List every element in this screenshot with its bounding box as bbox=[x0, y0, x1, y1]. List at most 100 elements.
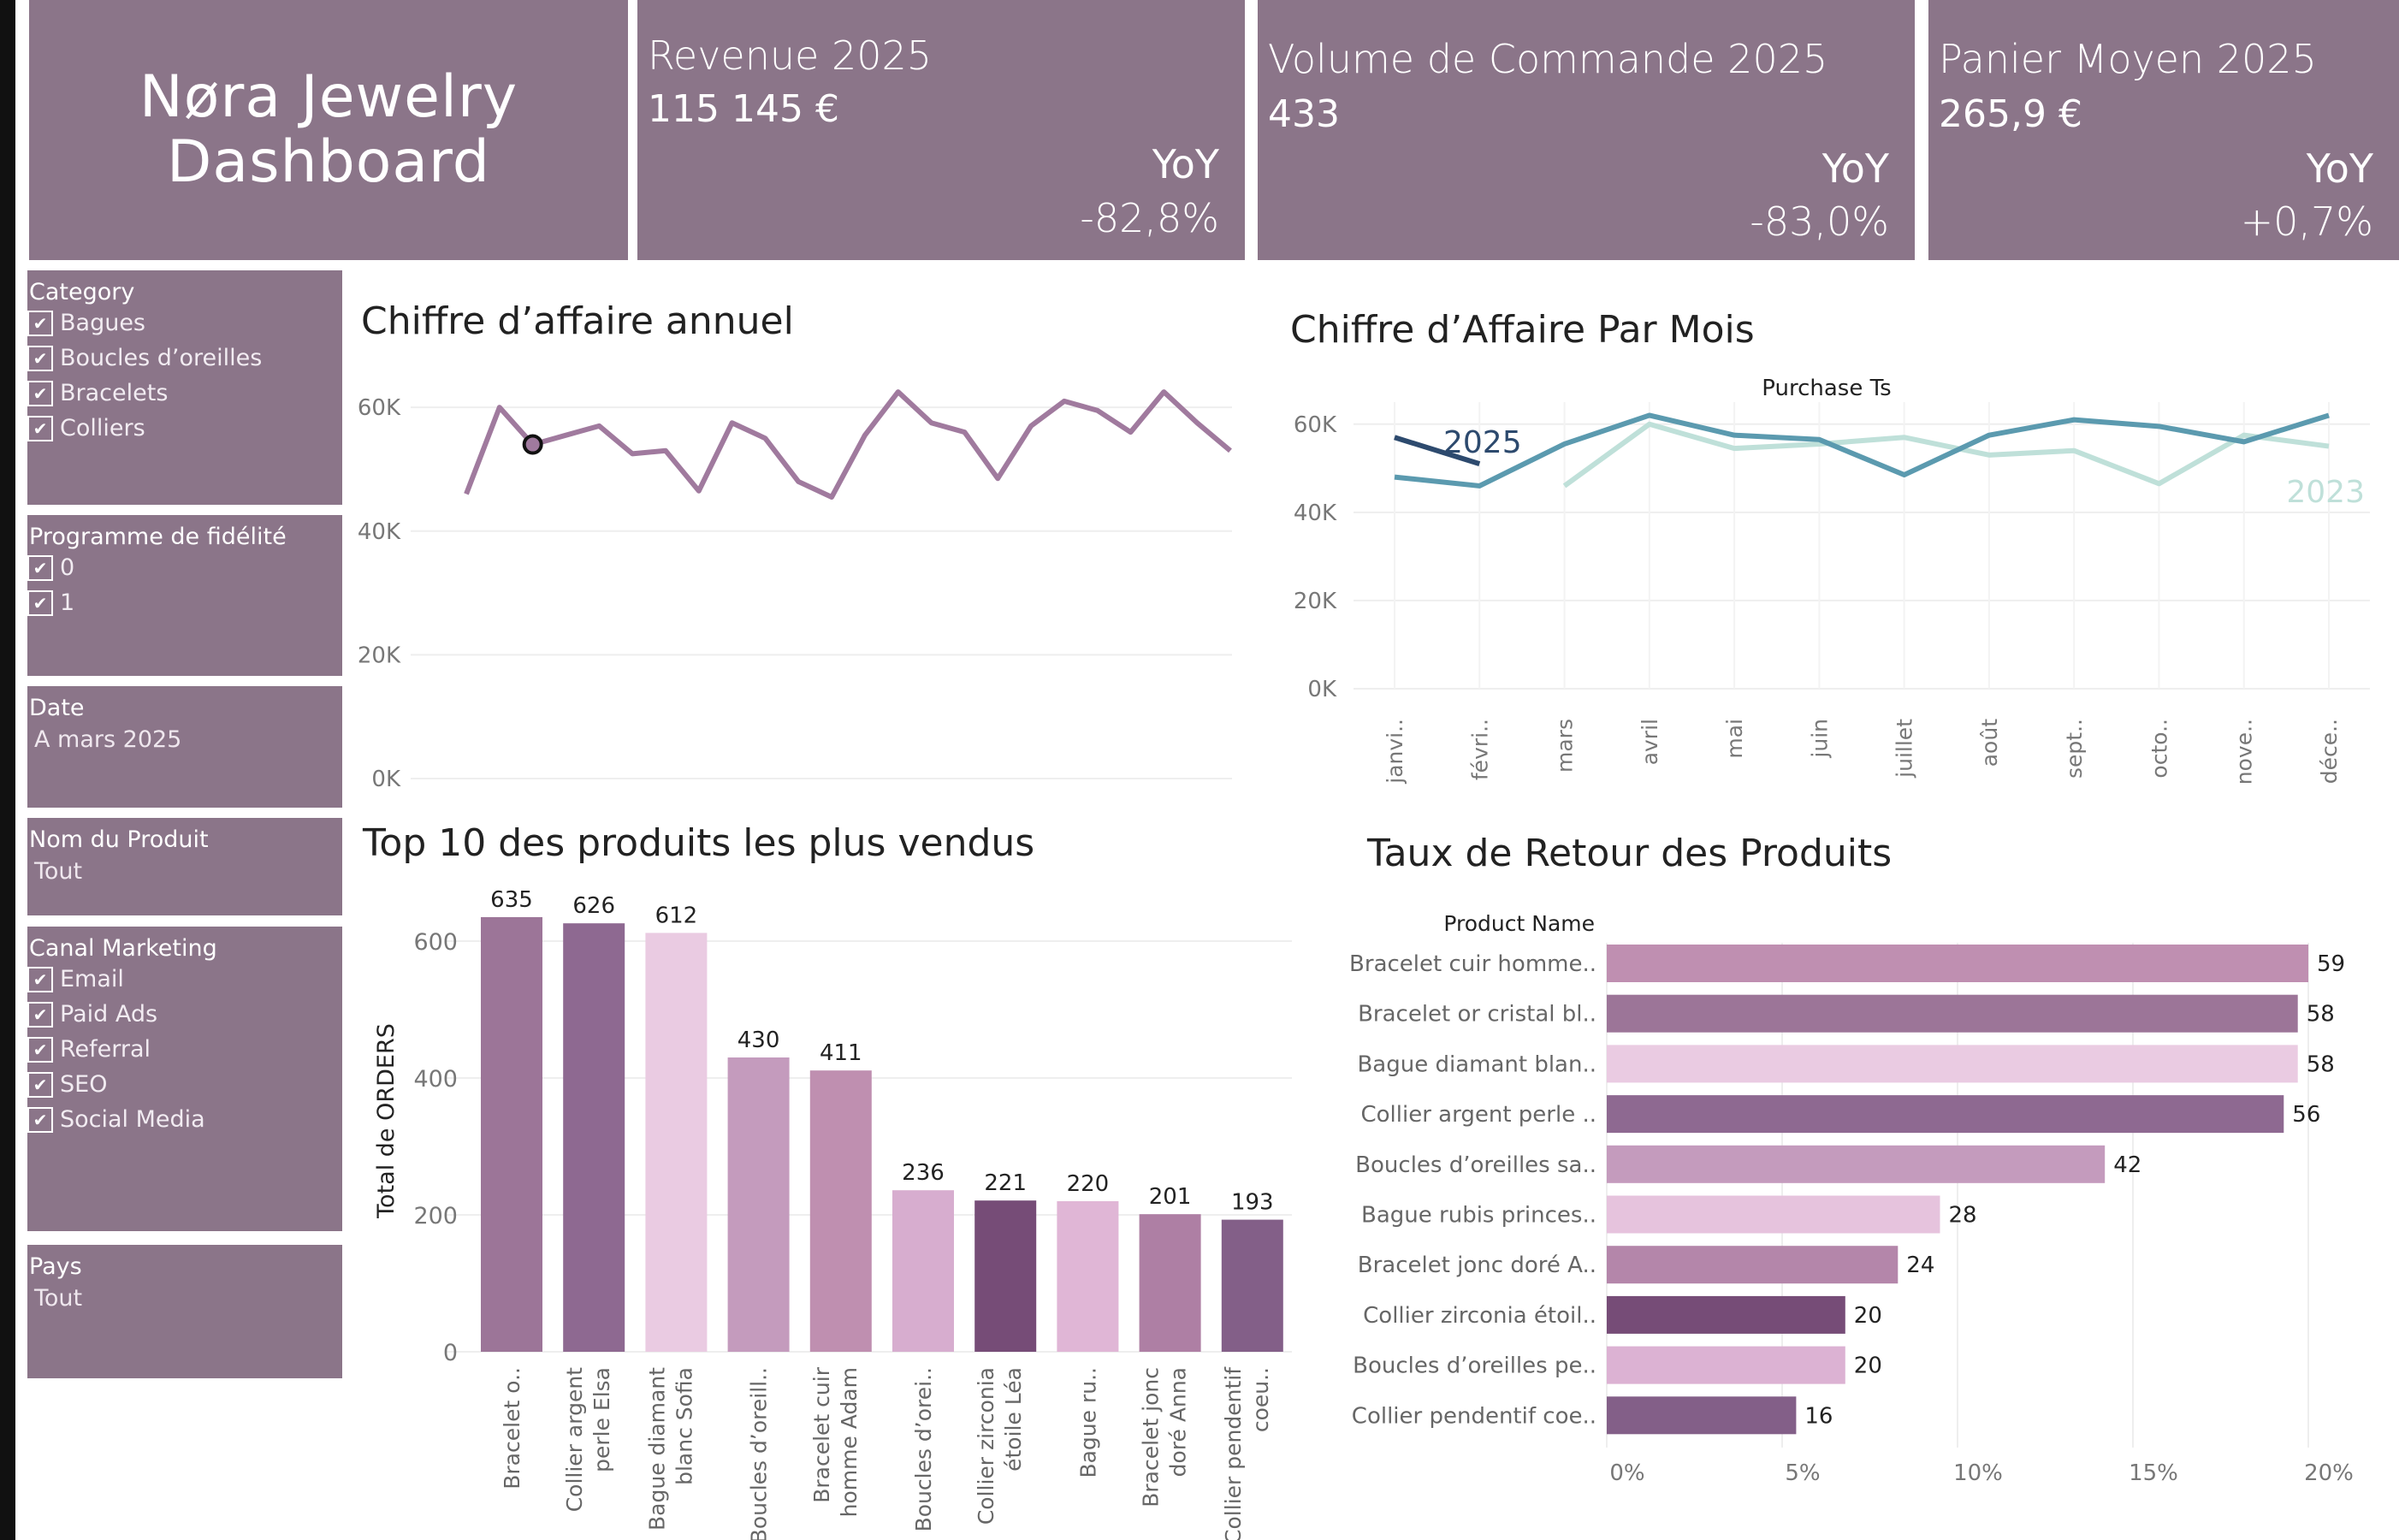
bar bbox=[892, 1190, 954, 1352]
filter-option-1[interactable]: ✔ 1 bbox=[27, 585, 342, 620]
series-label: 2023 bbox=[2286, 475, 2365, 510]
x-tick-label: juin bbox=[1807, 719, 1832, 759]
checkbox-checked-icon[interactable]: ✔ bbox=[27, 1001, 53, 1028]
annual-revenue-line bbox=[464, 389, 1232, 500]
monthly-revenue-chart[interactable]: Purchase Ts 0K 20K 40K 60K janvi.. févri.. mars… bbox=[1266, 368, 2387, 796]
bar bbox=[1221, 1219, 1283, 1352]
x-tick-label: janvi.. bbox=[1383, 719, 1407, 785]
annual-revenue-chart[interactable]: 0K 20K 40K 60K bbox=[351, 368, 1241, 796]
y-tick-label: 40K bbox=[358, 519, 401, 545]
y-tick-label: 200 bbox=[413, 1203, 458, 1229]
return-chart-title: Taux de Retour des Produits bbox=[1367, 832, 1893, 875]
filter-option-bracelets[interactable]: ✔ Bracelets bbox=[27, 376, 342, 411]
x-tick-label: avril bbox=[1638, 719, 1662, 765]
filter-title: Programme de fidélité bbox=[29, 524, 287, 550]
x-tick-label: étoile Léa bbox=[1001, 1367, 1026, 1472]
filter-option-colliers[interactable]: ✔ Colliers bbox=[27, 411, 342, 446]
checkbox-checked-icon[interactable]: ✔ bbox=[27, 589, 53, 616]
category-label: Bracelet cuir homme.. bbox=[1349, 951, 1596, 977]
filter-fidelite: Programme de fidélité ✔ 0 ✔ 1 bbox=[27, 515, 342, 676]
kpi-value: 265,9 € bbox=[1939, 92, 2082, 136]
y-tick-label: 20K bbox=[1294, 589, 1337, 614]
bar bbox=[1607, 1195, 1940, 1234]
filter-option-paid-ads[interactable]: ✔ Paid Ads bbox=[27, 997, 342, 1032]
window-edge bbox=[0, 0, 15, 1540]
kpi-label: Volume de Commande 2025 bbox=[1268, 36, 1828, 82]
top10-products-chart[interactable]: Total de ORDERS 0 200 400 600 635 Bracelet o..… bbox=[351, 890, 1292, 1540]
return-rate-chart[interactable]: Product Name 0% 5% 10% 15% 20% Bracelet cuir h… bbox=[1318, 898, 2399, 1497]
filter-produit[interactable]: Nom du Produit Tout bbox=[27, 818, 342, 915]
x-tick-label: blanc Sofia bbox=[672, 1367, 696, 1485]
y-tick-label: 0 bbox=[443, 1340, 458, 1366]
bar-value-label: 635 bbox=[490, 890, 533, 913]
filter-value[interactable]: A mars 2025 bbox=[34, 726, 182, 753]
filter-option-0[interactable]: ✔ 0 bbox=[27, 550, 342, 585]
filter-date[interactable]: Date A mars 2025 bbox=[27, 686, 342, 808]
filter-title: Pays bbox=[29, 1253, 82, 1280]
x-tick-label: Collier pendentif bbox=[1221, 1366, 1246, 1540]
kpi-yoy-label: YoY bbox=[1152, 141, 1219, 187]
x-tick-label: févri.. bbox=[1467, 719, 1492, 780]
checkbox-checked-icon[interactable]: ✔ bbox=[27, 1071, 53, 1098]
y-tick-label: 600 bbox=[413, 929, 458, 956]
bar bbox=[1607, 1396, 1797, 1435]
filter-option-social-media[interactable]: ✔ Social Media bbox=[27, 1102, 342, 1137]
bar-value-label: 236 bbox=[902, 1160, 945, 1186]
x-tick-label: 0% bbox=[1609, 1460, 1644, 1486]
filter-pays[interactable]: Pays Tout bbox=[27, 1245, 342, 1378]
x-tick-label: Bague ru.. bbox=[1075, 1367, 1100, 1478]
filter-value[interactable]: Tout bbox=[34, 858, 83, 885]
bar bbox=[974, 1200, 1037, 1352]
kpi-orders-card: Volume de Commande 2025 433 YoY -83,0% bbox=[1258, 0, 1915, 260]
series-label: 2025 bbox=[1443, 425, 1522, 460]
x-tick-label: août bbox=[1977, 719, 2002, 767]
x-tick-label: déce.. bbox=[2317, 719, 2342, 784]
checkbox-checked-icon[interactable]: ✔ bbox=[27, 345, 53, 371]
checkbox-checked-icon[interactable]: ✔ bbox=[27, 966, 53, 992]
bar-value-label: 201 bbox=[1149, 1184, 1192, 1210]
kpi-label: Revenue 2025 bbox=[648, 33, 933, 79]
checkbox-checked-icon[interactable]: ✔ bbox=[27, 415, 53, 441]
checkbox-checked-icon[interactable]: ✔ bbox=[27, 554, 53, 581]
bar bbox=[645, 933, 708, 1352]
bar-value-label: 626 bbox=[572, 893, 615, 919]
category-label: Bracelet or cristal bl.. bbox=[1358, 1002, 1596, 1028]
checkbox-checked-icon[interactable]: ✔ bbox=[27, 1106, 53, 1133]
highlighted-point bbox=[522, 434, 543, 455]
filter-option-bagues[interactable]: ✔ Bagues bbox=[27, 305, 342, 341]
filter-value[interactable]: Tout bbox=[34, 1285, 83, 1312]
x-tick-label: sept.. bbox=[2062, 719, 2087, 779]
bar bbox=[563, 923, 625, 1352]
filter-option-email[interactable]: ✔ Email bbox=[27, 962, 342, 997]
filter-option-seo[interactable]: ✔ SEO bbox=[27, 1067, 342, 1102]
x-tick-label: 10% bbox=[1953, 1460, 2003, 1486]
series-line bbox=[1394, 412, 2330, 489]
series-line bbox=[1394, 435, 1481, 467]
category-label: Collier zirconia étoil.. bbox=[1363, 1303, 1596, 1329]
x-tick-label: mai bbox=[1722, 719, 1747, 759]
filter-category: Category ✔ Bagues ✔ Boucles d’oreilles ✔ Br… bbox=[27, 270, 342, 505]
bar-value-label: 24 bbox=[1906, 1253, 1934, 1278]
checkbox-checked-icon[interactable]: ✔ bbox=[27, 310, 53, 336]
bar bbox=[1139, 1214, 1201, 1352]
filter-option-referral[interactable]: ✔ Referral bbox=[27, 1032, 342, 1067]
category-label: Bracelet jonc doré A.. bbox=[1358, 1253, 1596, 1278]
x-tick-label: juillet bbox=[1893, 719, 1917, 779]
x-tick-label: Bracelet cuir bbox=[809, 1366, 834, 1502]
x-tick-label: Boucles d’oreill.. bbox=[747, 1367, 772, 1540]
axis-header: Product Name bbox=[1443, 911, 1595, 936]
bar-value-label: 220 bbox=[1067, 1171, 1110, 1197]
category-label: Bague rubis princes.. bbox=[1361, 1203, 1596, 1229]
checkbox-checked-icon[interactable]: ✔ bbox=[27, 380, 53, 406]
category-label: Collier pendentif coe.. bbox=[1352, 1403, 1596, 1429]
filter-option-boucles[interactable]: ✔ Boucles d’oreilles bbox=[27, 341, 342, 376]
bar-value-label: 221 bbox=[984, 1170, 1027, 1196]
x-tick-label: 5% bbox=[1785, 1460, 1820, 1486]
kpi-value: 433 bbox=[1268, 92, 1340, 136]
kpi-yoy-label: YoY bbox=[2306, 145, 2373, 192]
bar bbox=[727, 1057, 790, 1352]
bar-value-label: 42 bbox=[2113, 1152, 2141, 1178]
kpi-yoy-value: -82,8% bbox=[1080, 195, 1219, 241]
checkbox-checked-icon[interactable]: ✔ bbox=[27, 1036, 53, 1063]
monthly-chart-title: Chiffre d’Affaire Par Mois bbox=[1290, 308, 1755, 352]
